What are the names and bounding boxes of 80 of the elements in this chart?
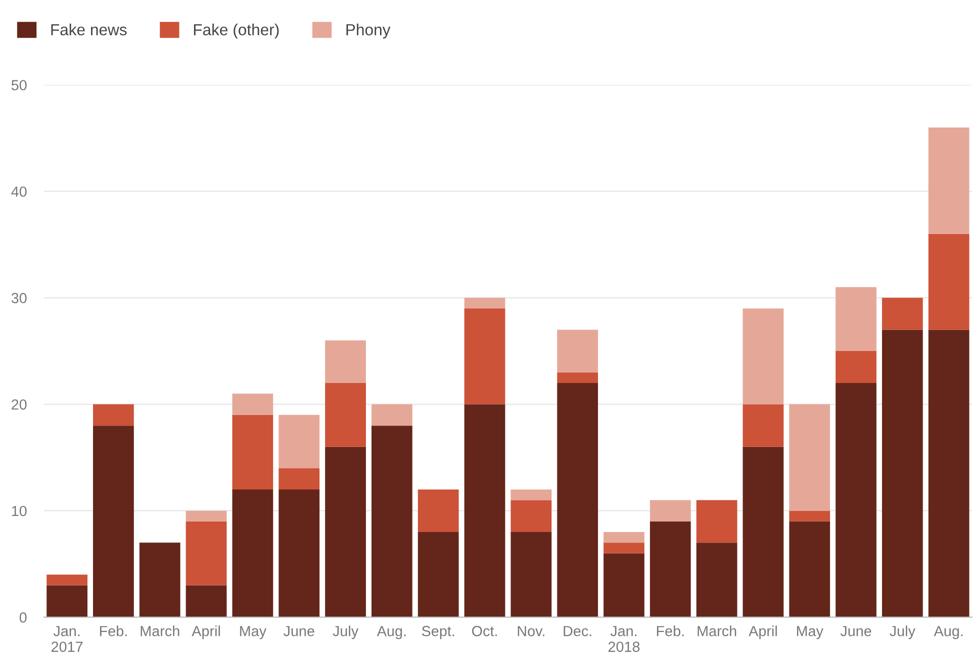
bar <box>278 489 320 618</box>
bar <box>510 532 552 618</box>
bar <box>46 574 88 586</box>
bar <box>325 382 366 447</box>
x-tick-label: March <box>698 626 736 636</box>
bar <box>278 414 320 468</box>
x-tick-label: Feb. <box>656 626 684 636</box>
x-tick-label: Jan. 2017 <box>52 626 83 652</box>
x-tick-label: April <box>192 626 220 640</box>
bar <box>93 426 134 618</box>
bar <box>789 521 830 618</box>
bar <box>604 542 644 554</box>
bar <box>510 500 552 532</box>
bar <box>742 446 784 618</box>
y-tick-label: 50 <box>12 80 27 90</box>
bar <box>325 340 366 383</box>
x-tick-label: May <box>797 626 824 640</box>
bar <box>836 287 876 352</box>
bar <box>232 394 274 415</box>
x-tick-label: Oct. <box>472 626 497 636</box>
bar <box>928 127 970 234</box>
bar <box>232 489 274 618</box>
bar <box>139 542 180 618</box>
x-tick-label: Sept. <box>422 626 454 640</box>
bar <box>464 404 506 618</box>
bar <box>232 414 274 490</box>
x-tick-label: Jan. 2018 <box>608 626 640 652</box>
bar <box>604 553 644 618</box>
bar <box>928 234 970 330</box>
y-tick-label: 10 <box>12 506 27 516</box>
bar <box>464 308 506 404</box>
legend-label: Fake news <box>51 24 127 36</box>
bar <box>882 298 923 330</box>
bar <box>650 500 691 522</box>
bar <box>186 510 227 522</box>
bar <box>46 585 88 618</box>
bar <box>510 489 552 500</box>
y-tick-label: 30 <box>12 292 27 304</box>
bar <box>557 330 598 372</box>
bar <box>836 382 876 618</box>
x-tick-label: July <box>890 626 916 640</box>
x-tick-label: Dec. <box>564 626 592 636</box>
x-tick-label: Nov. <box>518 626 544 636</box>
legend-label: Fake (other) <box>194 24 279 39</box>
bar <box>836 351 876 383</box>
bar <box>696 500 738 543</box>
bar <box>742 404 784 447</box>
bar <box>882 330 923 618</box>
bar <box>186 521 227 586</box>
bar <box>371 426 412 618</box>
x-tick-label: April <box>748 626 777 640</box>
x-tick-label: March <box>140 626 180 636</box>
x-tick-label: May <box>240 626 266 640</box>
bar <box>93 404 134 426</box>
x-tick-label: July <box>332 626 358 640</box>
bar <box>278 468 320 490</box>
x-tick-label: Feb. <box>100 626 127 636</box>
bar <box>371 404 412 426</box>
bar <box>650 521 691 618</box>
x-tick-label: June <box>840 626 872 636</box>
bar <box>557 382 598 618</box>
bar <box>604 532 644 543</box>
y-tick-label: 40 <box>11 186 27 197</box>
x-tick-label: June <box>284 626 314 636</box>
bar <box>696 542 738 618</box>
bar <box>742 308 784 404</box>
bar <box>464 298 506 308</box>
y-tick-label: 20 <box>12 399 27 410</box>
y-tick-label: 0 <box>20 612 27 623</box>
x-tick-label: Aug. <box>376 626 406 640</box>
bar <box>789 404 830 511</box>
bar <box>557 372 598 383</box>
bar <box>789 510 830 522</box>
bar <box>418 532 459 618</box>
bar <box>418 489 459 532</box>
bar <box>928 330 970 618</box>
bar <box>325 446 366 618</box>
x-tick-label: Aug. <box>934 626 963 640</box>
bar <box>186 585 227 618</box>
legend-label: Phony <box>346 24 390 39</box>
